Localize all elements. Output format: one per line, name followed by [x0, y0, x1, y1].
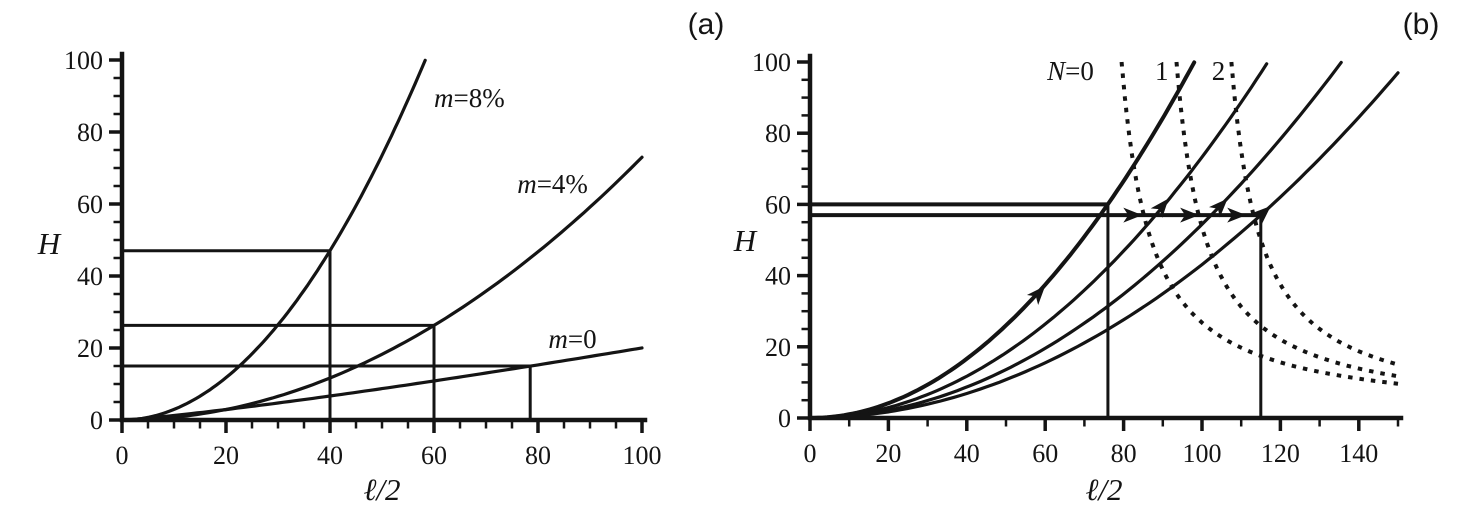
curve-m4-label-var: m: [517, 169, 537, 199]
trajectory-arrowhead: [1180, 207, 1200, 223]
curve-solid-4: [808, 71, 1400, 420]
x-tick-label: 40: [317, 441, 343, 470]
curve-m0-label-val: =0: [568, 324, 597, 354]
y-tick-label: 40: [77, 262, 103, 291]
curve-solid-3: [808, 60, 1343, 420]
trajectory-arrowhead: [1227, 207, 1247, 223]
x-tick-label: 0: [804, 439, 817, 468]
panel-b-y-axis-label: H: [733, 223, 758, 258]
x-tick-label: 120: [1261, 439, 1300, 468]
panel-b-tag: (b): [1403, 8, 1440, 41]
x-tick-label: 100: [623, 441, 662, 470]
curve-1-label: 1: [1155, 56, 1169, 86]
panel-a-tag: (a): [688, 8, 725, 41]
x-tick-label: 20: [875, 439, 901, 468]
y-tick-label: 20: [765, 333, 791, 362]
x-tick-label: 20: [213, 441, 239, 470]
x-tick-label: 80: [525, 441, 551, 470]
axes: [807, 53, 1404, 421]
curve-m0-label: m=0: [548, 324, 596, 354]
y-tick-label: 60: [77, 190, 103, 219]
trajectory-arrowhead: [1150, 198, 1169, 218]
trajectory-arrowhead: [1026, 285, 1046, 306]
panel-b: 0 20 40 60 80 100 120 140 0 20 40 60 80 100 N=0 1 2: [752, 48, 1404, 468]
curve-N0: [1119, 61, 1399, 386]
x-tick-label: 80: [1111, 439, 1137, 468]
y-tick-label: 100: [64, 46, 103, 75]
curve-m8-label-val: =8%: [454, 83, 505, 113]
panel-a-x-axis-label: ℓ/2: [363, 472, 400, 507]
x-tick-label: 60: [421, 441, 447, 470]
x-tick-label: 100: [1183, 439, 1222, 468]
x-tick-label: 0: [116, 441, 129, 470]
y-tick-label: 80: [765, 119, 791, 148]
curve-N0-label: N=0: [1046, 56, 1094, 86]
curve-m8-label-var: m: [434, 83, 454, 113]
y-tick-label: 20: [77, 334, 103, 363]
curve-m0: [120, 346, 644, 422]
trajectory-arrowhead: [1123, 207, 1143, 223]
y-tick-label: 0: [90, 406, 103, 435]
curve-m8-label: m=8%: [434, 83, 505, 113]
trajectory-arrowhead: [1251, 205, 1271, 225]
trajectory-arrowhead: [1209, 198, 1228, 218]
curve-m8: [120, 58, 427, 422]
curve-solid-1: [808, 60, 1197, 420]
y-tick-label: 60: [765, 190, 791, 219]
y-tick-label: 40: [765, 262, 791, 291]
curve-solid-2: [808, 62, 1269, 420]
curve-2-label: 2: [1212, 56, 1226, 86]
x-tick-label: 140: [1339, 439, 1378, 468]
y-tick-label: 100: [752, 48, 791, 77]
y-tick-label: 80: [77, 118, 103, 147]
y-tick-label: 0: [778, 404, 791, 433]
panel-b-x-axis-label: ℓ/2: [1085, 472, 1122, 507]
panel-a-y-axis-label: H: [37, 226, 62, 261]
curve-N0-label-var: N: [1046, 56, 1067, 86]
curve-m4-label: m=4%: [517, 169, 588, 199]
curve-N0-label-val: =0: [1065, 56, 1094, 86]
x-tick-label: 40: [954, 439, 980, 468]
curve-m0-label-var: m: [548, 324, 568, 354]
x-tick-label: 60: [1032, 439, 1058, 468]
curve-m4-label-val: =4%: [537, 169, 588, 199]
